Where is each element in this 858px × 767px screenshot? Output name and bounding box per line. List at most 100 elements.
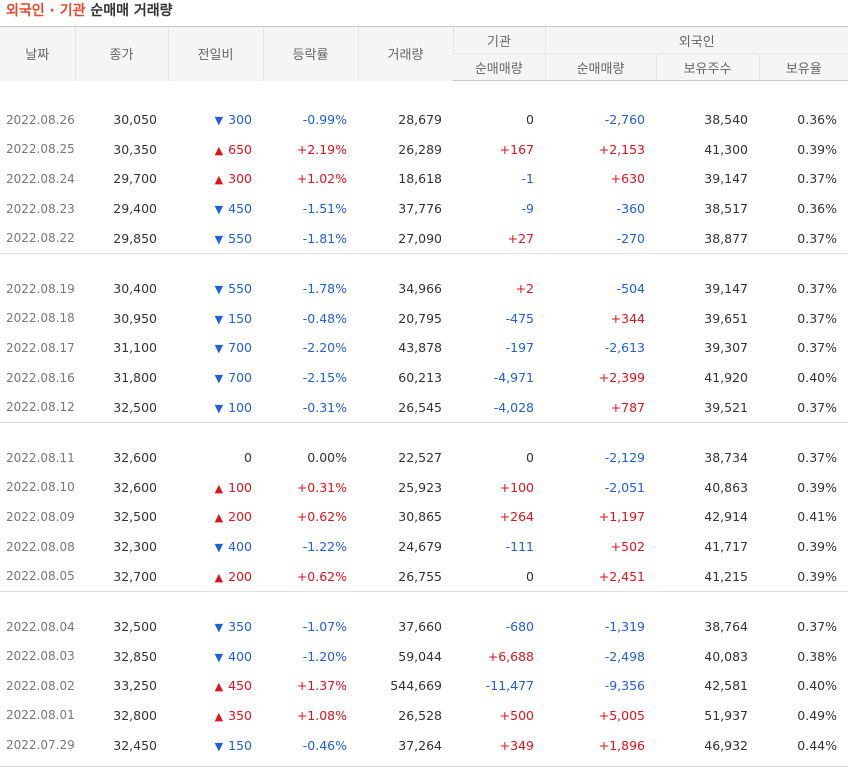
cell-change-value: 300 bbox=[228, 112, 252, 128]
cell-close: 29,400 bbox=[113, 201, 157, 217]
header-institution-group: 기관 bbox=[452, 26, 545, 54]
cell-foreign-holding: 46,932 bbox=[704, 737, 748, 753]
cell-rate: -1.78% bbox=[302, 281, 347, 297]
cell-change: ▼ 700 bbox=[168, 333, 263, 363]
cell-change-value: 550 bbox=[228, 230, 252, 246]
table-body: 2022.08.26 30,050 ▼ 300 -0.99% 28,679 0 -2,760 3… bbox=[0, 81, 849, 760]
table-row: 2022.08.18 30,950 ▼ 150 -0.48% 20,795 -475 +344… bbox=[0, 304, 848, 334]
cell-rate: -2.15% bbox=[302, 370, 347, 386]
cell-foreign-holding: 41,717 bbox=[704, 539, 748, 555]
cell-institution-net: +349 bbox=[499, 737, 534, 753]
cell-institution-net: -197 bbox=[505, 340, 534, 356]
cell-foreign-holding: 40,863 bbox=[704, 479, 748, 495]
header-close: 종가 bbox=[74, 26, 168, 81]
cell-rate: +2.19% bbox=[296, 141, 347, 157]
cell-foreign-ratio: 0.38% bbox=[797, 648, 838, 664]
header-date: 날짜 bbox=[0, 26, 75, 81]
cell-date: 2022.08.12 bbox=[6, 400, 75, 415]
cell-foreign-holding: 39,307 bbox=[704, 340, 748, 356]
group-separator bbox=[0, 421, 849, 443]
cell-close: 30,400 bbox=[113, 281, 157, 297]
table-row: 2022.08.10 32,600 ▲ 100 +0.31% 25,923 +100 -2,0… bbox=[0, 473, 848, 503]
cell-date: 2022.08.22 bbox=[6, 231, 75, 246]
arrow-down-icon: ▼ bbox=[214, 621, 224, 635]
cell-foreign-ratio: 0.37% bbox=[797, 230, 838, 246]
cell-date: 2022.08.05 bbox=[6, 569, 75, 584]
cell-foreign-holding: 38,517 bbox=[704, 201, 748, 217]
cell-volume: 27,090 bbox=[398, 230, 442, 246]
cell-institution-net: -9 bbox=[521, 201, 534, 217]
cell-foreign-holding: 39,521 bbox=[704, 399, 748, 415]
cell-close: 30,950 bbox=[113, 310, 157, 326]
cell-date: 2022.08.16 bbox=[6, 370, 75, 385]
cell-foreign-ratio: 0.44% bbox=[797, 737, 838, 753]
cell-foreign-ratio: 0.40% bbox=[797, 678, 838, 694]
cell-foreign-holding: 42,914 bbox=[704, 509, 748, 525]
cell-change: ▲ 450 bbox=[168, 671, 263, 701]
cell-rate: -1.51% bbox=[302, 201, 347, 217]
cell-volume: 22,527 bbox=[398, 450, 442, 466]
cell-close: 33,250 bbox=[113, 678, 157, 694]
cell-close: 29,850 bbox=[113, 230, 157, 246]
cell-change-value: 100 bbox=[228, 479, 252, 495]
cell-institution-net: +167 bbox=[499, 141, 534, 157]
cell-change-value: 350 bbox=[228, 707, 252, 723]
cell-date: 2022.08.17 bbox=[6, 340, 75, 355]
cell-foreign-net: -2,051 bbox=[604, 479, 645, 495]
header-foreign-group: 외국인 bbox=[544, 26, 849, 54]
cell-change: ▲ 200 bbox=[168, 561, 263, 591]
cell-foreign-ratio: 0.37% bbox=[797, 281, 838, 297]
cell-volume: 43,878 bbox=[398, 340, 442, 356]
cell-rate: -1.22% bbox=[302, 539, 347, 555]
cell-volume: 37,264 bbox=[398, 737, 442, 753]
cell-change: ▼ 150 bbox=[168, 304, 263, 334]
arrow-down-icon: ▼ bbox=[214, 739, 224, 753]
table-row: 2022.07.29 32,450 ▼ 150 -0.46% 37,264 +349 +1,8… bbox=[0, 730, 848, 760]
table-row: 2022.08.22 29,850 ▼ 550 -1.81% 27,090 +27 -270 3… bbox=[0, 223, 848, 253]
cell-rate: +0.62% bbox=[296, 509, 347, 525]
cell-date: 2022.08.02 bbox=[6, 678, 75, 693]
cell-foreign-holding: 51,937 bbox=[704, 707, 748, 723]
cell-change: ▼ 550 bbox=[168, 274, 263, 304]
cell-close: 32,800 bbox=[113, 707, 157, 723]
arrow-down-icon: ▼ bbox=[214, 312, 224, 326]
cell-institution-net: +2 bbox=[515, 281, 534, 297]
cell-institution-net: -11,477 bbox=[485, 678, 534, 694]
cell-date: 2022.08.01 bbox=[6, 708, 75, 723]
cell-foreign-net: +1,896 bbox=[598, 737, 645, 753]
cell-volume: 59,044 bbox=[398, 648, 442, 664]
cell-date: 2022.08.18 bbox=[6, 311, 75, 326]
cell-change-value: 150 bbox=[228, 737, 252, 753]
cell-foreign-ratio: 0.37% bbox=[797, 171, 838, 187]
cell-foreign-ratio: 0.39% bbox=[797, 568, 838, 584]
section-title: 외국인 · 기관 순매매 거래량 bbox=[0, 0, 858, 26]
arrow-up-icon: ▲ bbox=[214, 680, 224, 694]
cell-rate: -0.31% bbox=[302, 399, 347, 415]
group-separator bbox=[0, 252, 849, 274]
cell-rate: -1.07% bbox=[302, 619, 347, 635]
cell-change-value: 100 bbox=[228, 399, 252, 415]
cell-change: 0 bbox=[168, 443, 263, 473]
cell-change-value: 450 bbox=[228, 678, 252, 694]
cell-institution-net: -4,028 bbox=[493, 399, 534, 415]
cell-foreign-net: +502 bbox=[610, 539, 645, 555]
arrow-down-icon: ▼ bbox=[214, 401, 224, 415]
cell-foreign-holding: 40,083 bbox=[704, 648, 748, 664]
cell-change: ▼ 350 bbox=[168, 612, 263, 642]
cell-foreign-ratio: 0.49% bbox=[797, 707, 838, 723]
cell-close: 32,850 bbox=[113, 648, 157, 664]
cell-change-value: 700 bbox=[228, 340, 252, 356]
cell-change-value: 450 bbox=[228, 201, 252, 217]
title-rest: 순매매 거래량 bbox=[90, 3, 173, 19]
cell-date: 2022.08.08 bbox=[6, 539, 75, 554]
arrow-down-icon: ▼ bbox=[214, 114, 224, 128]
cell-volume: 544,669 bbox=[390, 678, 442, 694]
cell-volume: 26,528 bbox=[398, 707, 442, 723]
cell-foreign-holding: 38,734 bbox=[704, 450, 748, 466]
cell-change: ▲ 100 bbox=[168, 473, 263, 503]
arrow-down-icon: ▼ bbox=[214, 650, 224, 664]
cell-foreign-holding: 39,147 bbox=[704, 281, 748, 297]
cell-change: ▲ 300 bbox=[168, 164, 263, 194]
cell-date: 2022.08.25 bbox=[6, 142, 75, 157]
cell-date: 2022.08.04 bbox=[6, 619, 75, 634]
